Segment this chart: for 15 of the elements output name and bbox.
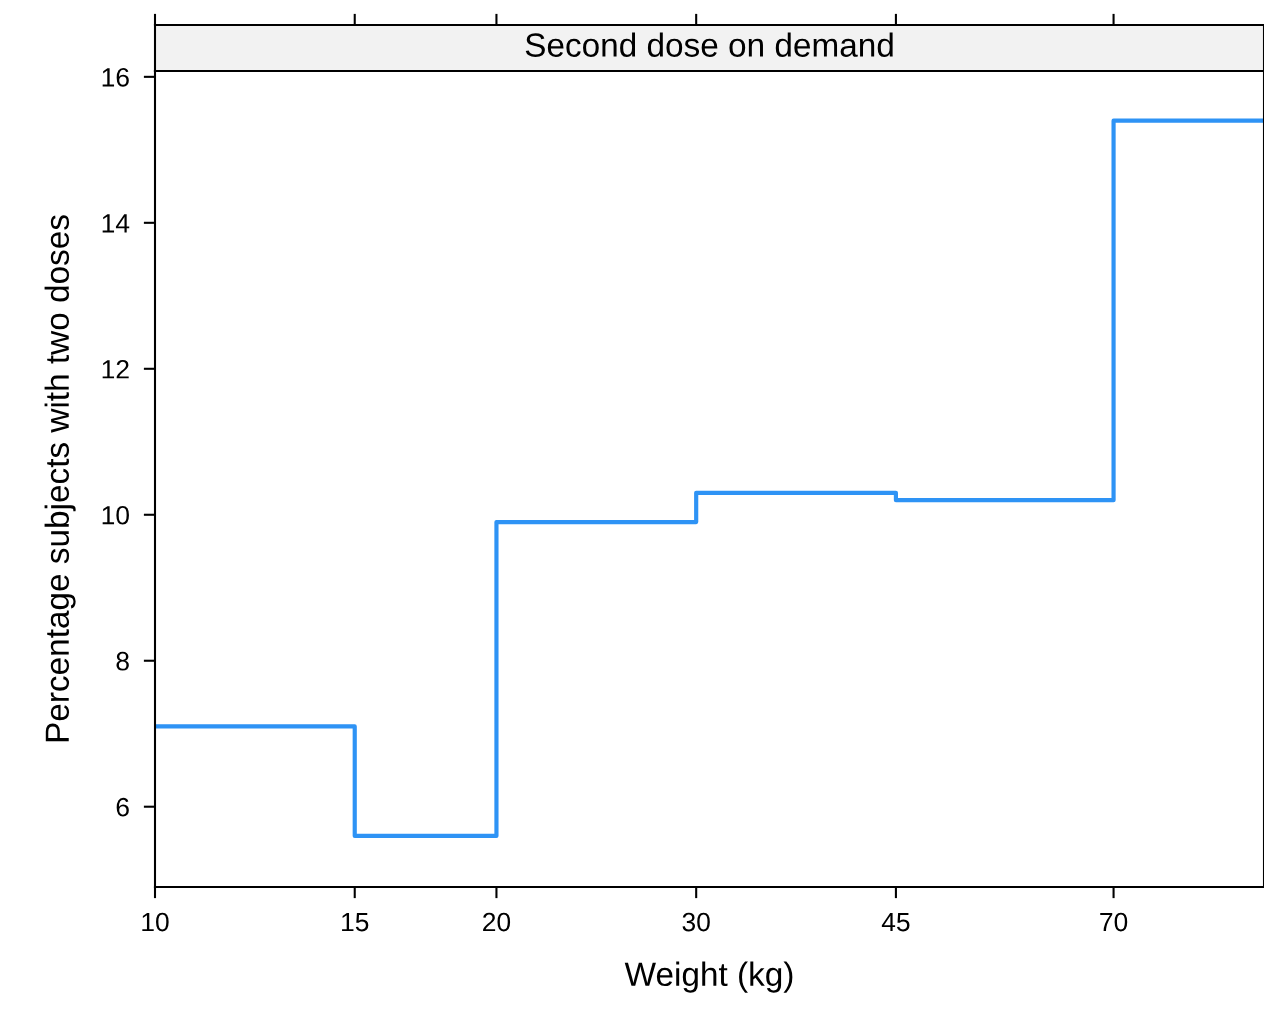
y-tick-label: 8 xyxy=(116,651,129,671)
x-tick-label: 15 xyxy=(342,912,369,932)
y-tick-label: 6 xyxy=(116,797,129,817)
x-tick-label: 30 xyxy=(682,912,710,932)
chart-title: Second dose on demand xyxy=(525,32,893,57)
x-axis-title: Weight (kg) xyxy=(624,961,793,993)
x-tick-label: 10 xyxy=(142,912,169,932)
y-tick-label: 12 xyxy=(102,359,129,379)
y-axis-title: Percentage subjects with two doses xyxy=(44,215,76,742)
y-tick-label: 10 xyxy=(102,505,129,525)
x-tick-label: 45 xyxy=(881,912,910,932)
x-tick-label: 20 xyxy=(483,912,511,932)
y-tick-label: 14 xyxy=(102,214,130,233)
y-tick-label: 16 xyxy=(102,67,129,87)
x-tick-label: 70 xyxy=(1100,912,1128,932)
